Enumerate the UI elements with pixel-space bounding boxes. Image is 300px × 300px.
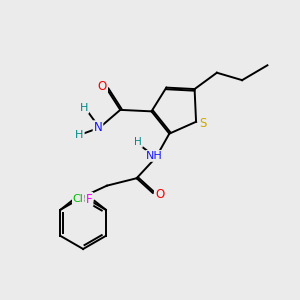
Text: H: H — [134, 137, 142, 147]
Text: NH: NH — [146, 151, 163, 161]
Text: S: S — [199, 117, 206, 130]
Text: H: H — [80, 103, 88, 113]
Text: F: F — [86, 193, 92, 206]
Text: Cl: Cl — [73, 194, 84, 204]
Text: O: O — [155, 188, 164, 201]
Text: H: H — [75, 130, 84, 140]
Text: O: O — [98, 80, 107, 93]
Text: N: N — [94, 121, 102, 134]
